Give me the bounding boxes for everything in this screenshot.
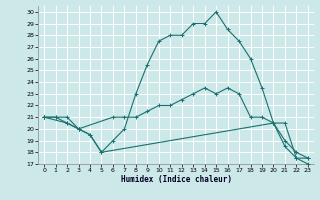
- X-axis label: Humidex (Indice chaleur): Humidex (Indice chaleur): [121, 175, 231, 184]
